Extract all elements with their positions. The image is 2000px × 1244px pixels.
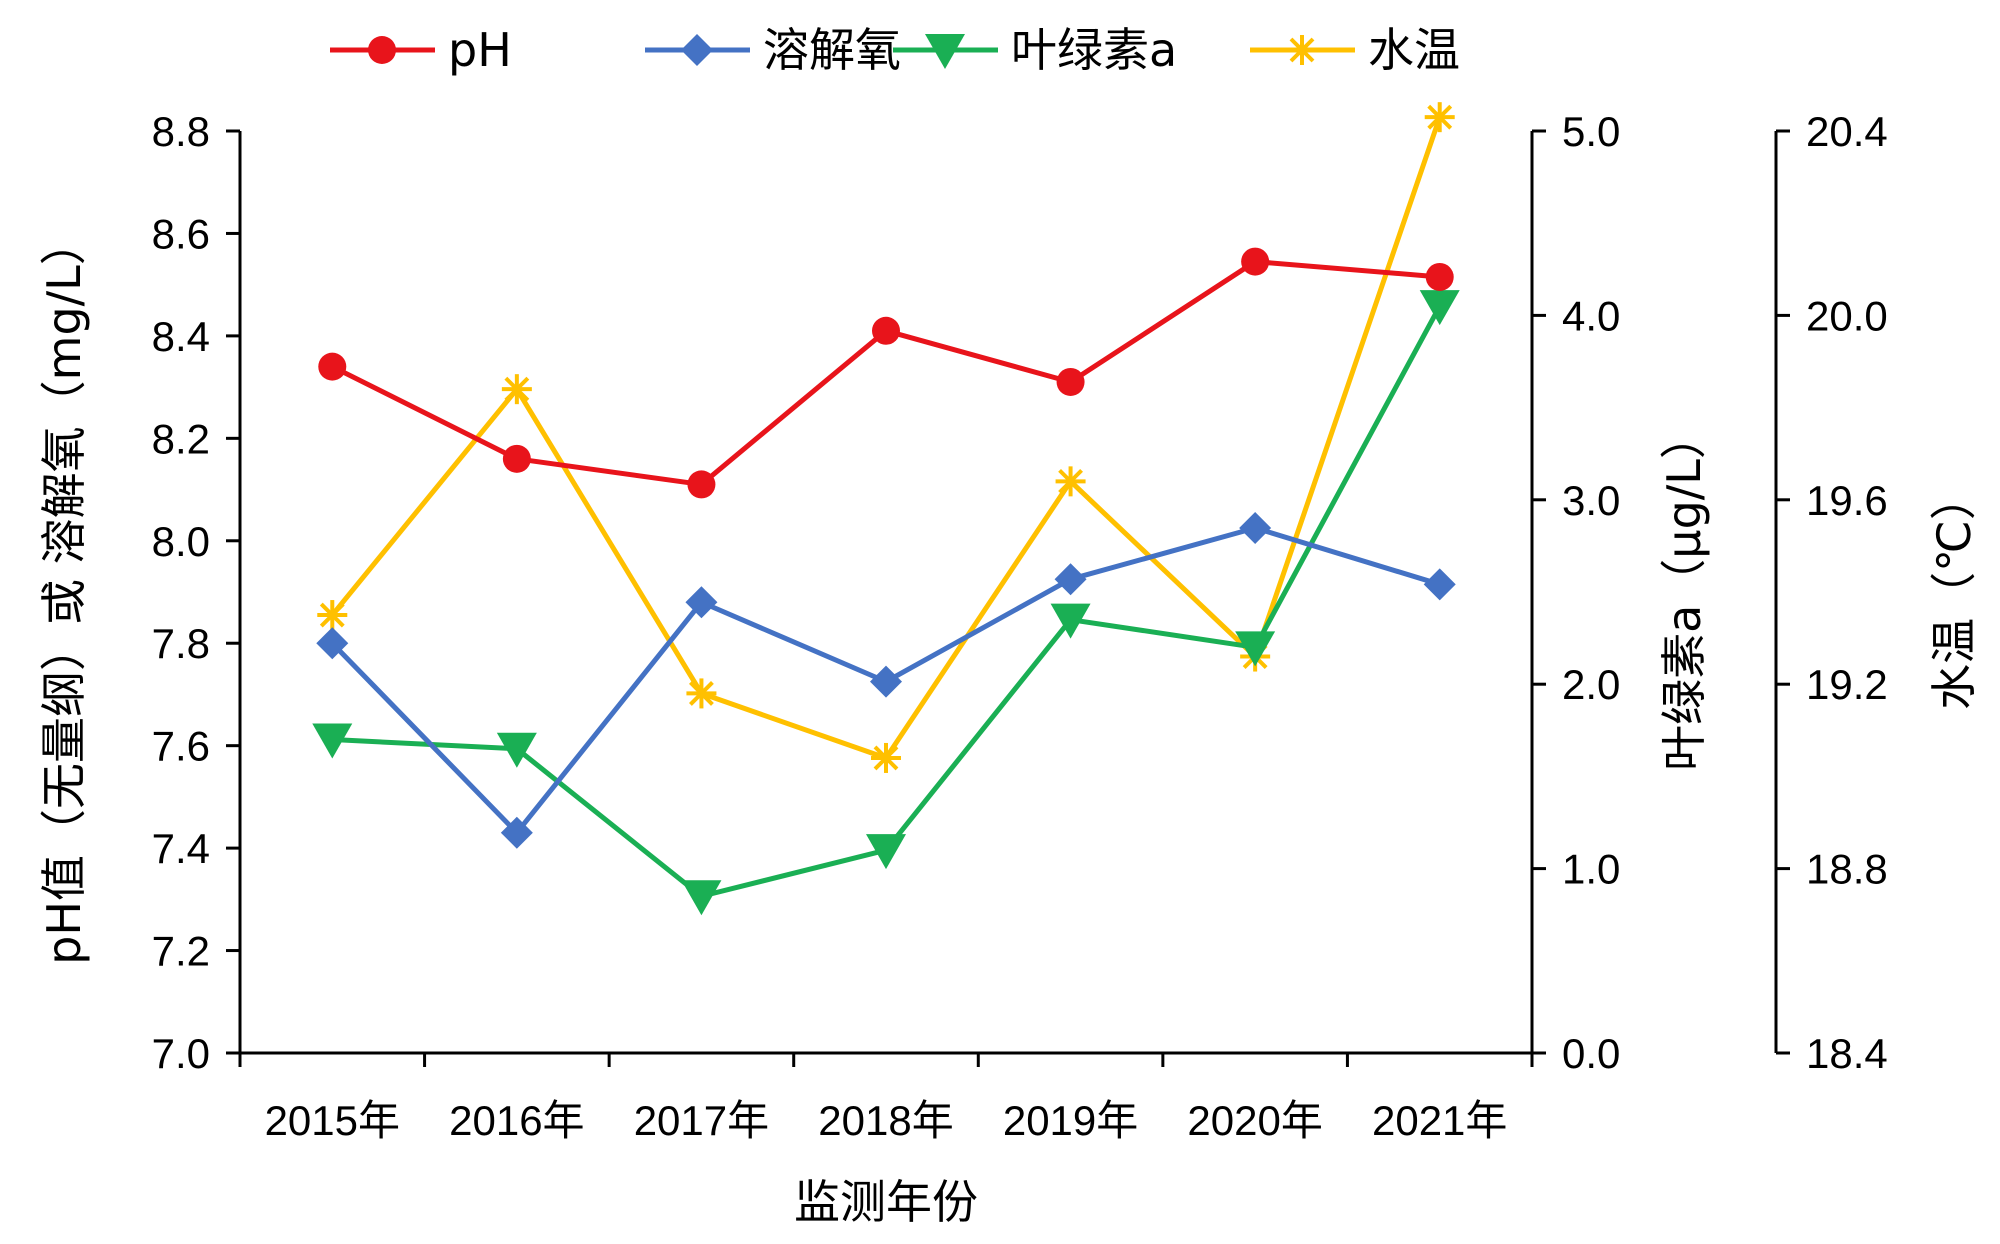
- legend-item-ph: pH: [330, 23, 512, 77]
- right2-tick-label: 19.6: [1806, 477, 1888, 524]
- left-tick-label: 8.0: [152, 518, 210, 565]
- legend-label: 溶解氧: [763, 23, 901, 77]
- data-point-chla: [1050, 603, 1091, 639]
- data-point-chla: [312, 723, 353, 759]
- right2-tick-label: 18.4: [1806, 1030, 1888, 1077]
- data-point-do: [685, 586, 718, 619]
- data-point-ph: [502, 444, 531, 473]
- series-do: [316, 511, 1456, 849]
- data-point-chla: [1419, 290, 1460, 326]
- x-tick-label: 2018年: [818, 1097, 953, 1144]
- plot-area: [312, 102, 1460, 916]
- data-point-ph: [318, 352, 347, 381]
- right2-tick-label: 20.4: [1806, 108, 1888, 155]
- right2-tick-label: 19.2: [1806, 661, 1888, 708]
- data-point-temp: [1424, 102, 1455, 133]
- data-point-temp: [871, 742, 901, 773]
- left-tick-label: 7.8: [152, 620, 210, 667]
- axes: 7.0 7.2 7.4 7.6 7.8 8.0 8.2 8.4 8.6 8.8 0.0 1.0 2.0 3…: [37, 108, 1981, 1229]
- data-point-temp: [501, 374, 532, 405]
- left-tick-label: 8.6: [152, 210, 210, 257]
- legend-marker: [1287, 35, 1317, 65]
- left-tick-label: 7.2: [152, 928, 210, 975]
- data-point-temp: [317, 600, 348, 631]
- right1-tick-label: 0.0: [1562, 1030, 1620, 1077]
- legend-item-temp: 水温: [1250, 23, 1460, 77]
- right2-axis-title: 水温（℃）: [1927, 474, 1981, 710]
- data-point-temp: [686, 678, 717, 709]
- data-point-ph: [1425, 262, 1454, 291]
- legend-label: 叶绿素a: [1011, 23, 1177, 77]
- data-point-do: [1423, 568, 1456, 601]
- left-tick-label: 8.4: [152, 313, 210, 360]
- x-tick-label: 2015年: [265, 1097, 400, 1144]
- left-tick-label: 7.4: [152, 825, 210, 872]
- x-tick-label: 2020年: [1187, 1097, 1322, 1144]
- right1-tick-label: 1.0: [1562, 846, 1620, 893]
- x-axis-title: 监测年份: [794, 1175, 978, 1229]
- data-point-chla: [866, 834, 906, 870]
- left-tick-label: 8.8: [152, 108, 210, 155]
- right1-tick-label: 2.0: [1562, 661, 1620, 708]
- series-line-ph: [331, 259, 1440, 487]
- series-ph: [318, 247, 1454, 499]
- data-point-ph: [1056, 367, 1085, 396]
- legend-label: pH: [448, 23, 512, 77]
- data-point-temp: [1055, 466, 1086, 497]
- legend: pH 溶解氧 叶绿素a 水温: [330, 23, 1460, 77]
- right2-tick-label: 20.0: [1806, 292, 1888, 339]
- x-tick-label: 2016年: [449, 1097, 584, 1144]
- right2-tick-label: 18.8: [1806, 846, 1888, 893]
- legend-item-do: 溶解氧: [645, 23, 901, 77]
- data-point-do: [870, 665, 902, 698]
- data-point-do: [500, 816, 533, 849]
- legend-marker: [681, 34, 713, 66]
- data-point-do: [1239, 511, 1272, 544]
- legend-label: 水温: [1368, 23, 1460, 77]
- series-chla: [312, 290, 1460, 916]
- data-point-ph: [1241, 247, 1270, 276]
- data-point-chla: [681, 880, 722, 916]
- right1-axis-title: 叶绿素a（μg/L）: [1657, 413, 1711, 771]
- left-axis-title: pH值（无量纲）或 溶解氧（mg/L）: [37, 219, 91, 965]
- legend-item-chla: 叶绿素a: [893, 23, 1177, 77]
- right1-tick-label: 3.0: [1562, 477, 1620, 524]
- right1-tick-label: 5.0: [1562, 108, 1620, 155]
- x-tick-label: 2021年: [1372, 1097, 1507, 1144]
- legend-marker: [368, 36, 396, 64]
- right1-tick-label: 4.0: [1562, 292, 1620, 339]
- data-point-ph: [687, 470, 716, 499]
- x-tick-label: 2017年: [634, 1097, 769, 1144]
- data-point-ph: [872, 316, 900, 345]
- data-point-do: [1054, 563, 1087, 596]
- left-tick-label: 8.2: [152, 415, 210, 462]
- legend-marker: [925, 34, 965, 69]
- series-line-temp: [330, 116, 1443, 761]
- left-tick-label: 7.6: [152, 723, 210, 770]
- data-point-do: [316, 627, 349, 660]
- data-point-chla: [1235, 631, 1276, 667]
- x-tick-label: 2019年: [1003, 1097, 1138, 1144]
- data-point-chla: [496, 732, 537, 768]
- left-tick-label: 7.0: [152, 1030, 210, 1077]
